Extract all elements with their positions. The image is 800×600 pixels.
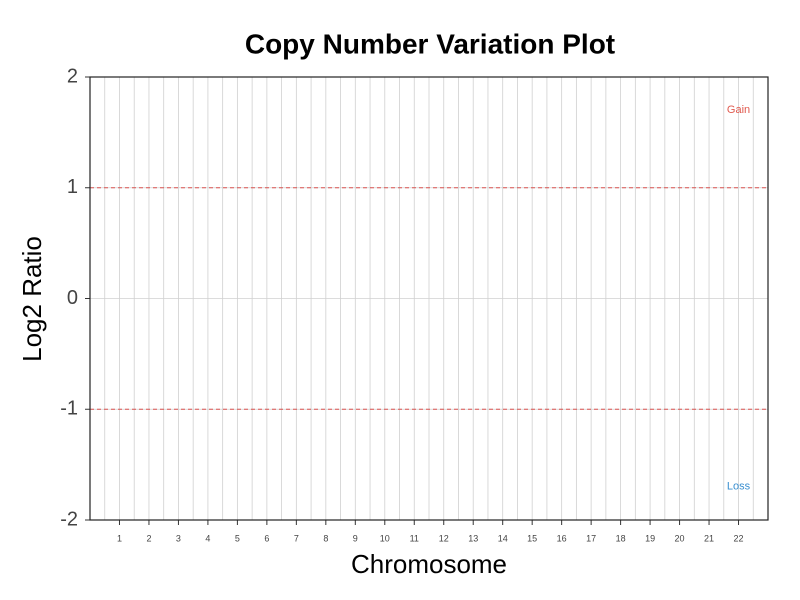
x-tick-label: 5 [235,533,240,543]
x-tick-label: 17 [586,533,596,543]
x-tick-label: 16 [557,533,567,543]
x-tick-label: 7 [294,533,299,543]
x-tick-label: 22 [734,533,744,543]
y-axis-label: Log2 Ratio [17,236,47,362]
x-tick-label: 1 [117,533,122,543]
x-tick-label: 11 [410,533,419,543]
x-tick-label: 12 [439,533,449,543]
x-tick-label: 9 [353,533,358,543]
x-tick-label: 19 [645,533,655,543]
x-tick-label: 4 [205,533,210,543]
x-tick-label: 2 [146,533,151,543]
y-tick-label: -1 [60,398,78,420]
y-tick-label: 2 [67,65,78,87]
x-axis-label: Chromosome [351,549,507,579]
x-tick-label: 14 [498,533,508,543]
plot-frame [89,76,769,521]
x-tick-label: 13 [468,533,478,543]
x-tick-label: 8 [323,533,328,543]
annotation: Loss [727,481,751,493]
chart-title: Copy Number Variation Plot [245,28,615,59]
x-tick-label: 6 [264,533,269,543]
x-tick-label: 3 [176,533,181,543]
x-tick-label: 10 [380,533,390,543]
annotation: Gain [727,104,750,116]
x-tick-label: 18 [616,533,626,543]
y-tick-label: 1 [67,176,78,198]
x-tick-label: 20 [675,533,685,543]
y-tick-label: -2 [60,508,78,530]
y-tick-label: 0 [67,287,78,309]
x-tick-label: 21 [704,533,714,543]
x-tick-label: 15 [527,533,537,543]
